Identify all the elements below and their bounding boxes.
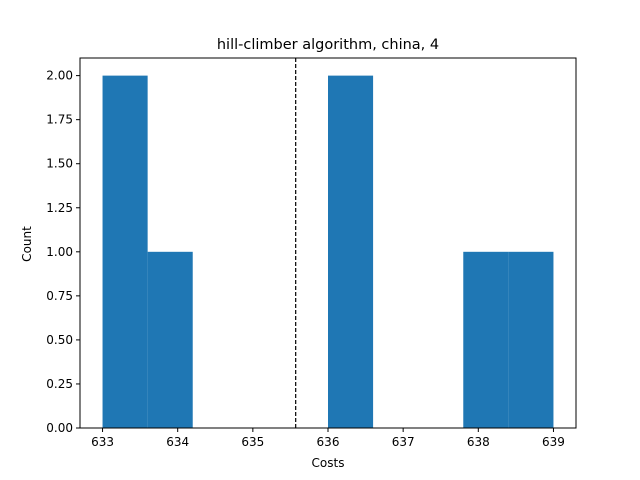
x-tick-label: 639 <box>542 435 565 449</box>
x-tick-label: 638 <box>467 435 490 449</box>
x-axis-ticks: 633 634 635 636 637 638 639 <box>91 428 565 449</box>
x-tick-label: 635 <box>241 435 264 449</box>
chart-title: hill-climber algorithm, china, 4 <box>217 37 439 53</box>
y-axis-label: Count <box>20 226 34 262</box>
histogram-bar <box>147 251 193 428</box>
x-tick-label: 634 <box>166 435 189 449</box>
histogram-bar <box>328 75 374 428</box>
x-tick-label: 633 <box>91 435 114 449</box>
x-tick-label: 636 <box>317 435 340 449</box>
y-tick-label: 0.25 <box>46 377 73 391</box>
x-axis-label: Costs <box>312 456 345 470</box>
histogram-bar <box>102 75 148 428</box>
y-tick-label: 0.75 <box>46 289 73 303</box>
histogram-bar <box>508 251 554 428</box>
y-tick-label: 2.00 <box>46 69 73 83</box>
y-tick-label: 0.00 <box>46 421 73 435</box>
y-tick-label: 0.50 <box>46 333 73 347</box>
y-tick-label: 1.25 <box>46 201 73 215</box>
y-tick-label: 1.00 <box>46 245 73 259</box>
histogram-bar <box>463 251 509 428</box>
y-axis-ticks: 0.00 0.25 0.50 0.75 1.00 1.25 1.50 1.75 2.00 <box>46 69 80 435</box>
bars-group <box>102 75 554 428</box>
x-tick-label: 637 <box>392 435 415 449</box>
y-tick-label: 1.50 <box>46 157 73 171</box>
y-tick-label: 1.75 <box>46 113 73 127</box>
